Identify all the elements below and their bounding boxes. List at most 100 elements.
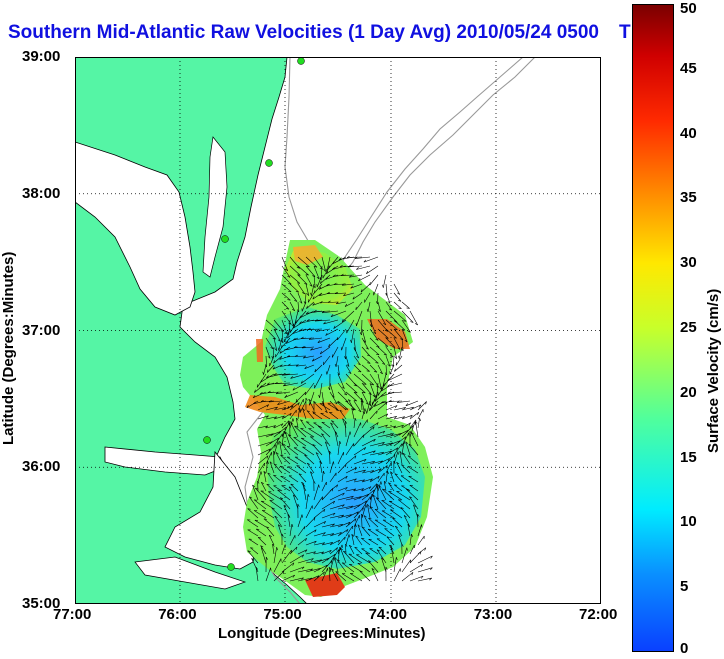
velocity-arrow	[288, 319, 291, 336]
velocity-arrow	[295, 391, 307, 403]
velocity-arrow	[393, 337, 401, 350]
velocity-arrow	[306, 319, 323, 322]
velocity-arrow	[409, 419, 417, 429]
velocity-arrow	[313, 532, 326, 537]
velocity-arrow-head	[352, 296, 355, 300]
velocity-arrow	[323, 355, 331, 365]
velocity-arrow	[369, 346, 380, 356]
velocity-arrow-head	[409, 430, 412, 434]
velocity-arrow	[396, 491, 411, 501]
velocity-arrow-head	[272, 543, 275, 547]
velocity-arrow-head	[306, 319, 310, 322]
velocity-arrow-head	[380, 394, 384, 397]
velocity-arrow	[333, 319, 347, 329]
velocity-arrow-head	[295, 291, 299, 293]
velocity-arrow	[337, 475, 348, 483]
velocity-arrow	[344, 301, 355, 307]
velocity-arrow	[265, 416, 277, 420]
velocity-arrow-head	[403, 407, 406, 410]
velocity-arrow-head	[385, 337, 389, 339]
velocity-arrow	[273, 423, 284, 429]
velocity-arrow	[377, 401, 388, 411]
velocity-arrow	[394, 484, 403, 492]
velocity-arrow-head	[323, 571, 325, 575]
velocity-arrow	[321, 391, 325, 406]
velocity-arrow	[257, 441, 273, 447]
velocity-arrow-head	[344, 420, 348, 424]
velocity-arrow	[297, 514, 303, 528]
velocity-arrow	[281, 292, 291, 301]
velocity-arrow	[305, 559, 322, 564]
velocity-arrow-head	[353, 488, 356, 492]
velocity-arrow-head	[373, 439, 376, 442]
velocity-arrow-head	[344, 536, 346, 540]
velocity-arrow	[381, 510, 395, 519]
velocity-arrow	[275, 452, 283, 465]
velocity-arrow	[306, 410, 315, 420]
velocity-arrow	[290, 483, 299, 492]
velocity-arrow-head	[268, 400, 272, 403]
velocity-arrow	[299, 400, 307, 413]
velocity-arrow-head	[329, 550, 332, 553]
velocity-arrow	[393, 557, 397, 573]
velocity-arrow	[289, 283, 300, 293]
velocity-arrow-head	[407, 524, 410, 527]
velocity-arrow-head	[341, 514, 344, 518]
velocity-arrow	[273, 463, 283, 474]
velocity-arrow	[398, 499, 411, 510]
velocity-arrow-head	[306, 410, 310, 412]
velocity-arrow	[417, 567, 433, 573]
velocity-arrow-head	[375, 483, 378, 487]
velocity-arrow-head	[277, 339, 281, 342]
velocity-arrow	[369, 391, 372, 407]
velocity-arrow	[287, 434, 299, 447]
velocity-arrow-head	[297, 503, 300, 507]
velocity-arrow-head	[265, 425, 268, 429]
velocity-arrow	[383, 481, 387, 492]
velocity-arrow	[289, 535, 296, 546]
velocity-arrow-head	[417, 412, 419, 416]
velocity-arrow	[321, 553, 336, 564]
velocity-arrow	[278, 337, 283, 351]
velocity-arrow-head	[385, 566, 388, 570]
velocity-arrow	[336, 401, 347, 411]
velocity-arrow-head	[313, 309, 317, 312]
velocity-arrow-head	[387, 391, 391, 394]
velocity-arrow	[305, 505, 313, 519]
velocity-arrow	[253, 391, 267, 398]
velocity-arrow	[276, 391, 291, 395]
velocity-arrow-head	[274, 416, 277, 419]
velocity-arrow	[289, 292, 298, 302]
velocity-arrow	[340, 547, 347, 564]
velocity-arrow	[301, 346, 315, 349]
velocity-arrow-head	[359, 332, 362, 336]
velocity-arrow	[256, 528, 267, 537]
velocity-arrow	[353, 337, 356, 351]
velocity-arrow	[361, 470, 374, 474]
velocity-arrow	[281, 574, 295, 582]
velocity-arrow	[273, 474, 283, 483]
velocity-arrow-head	[408, 422, 411, 426]
velocity-arrow	[297, 256, 310, 268]
velocity-arrow-head	[373, 371, 377, 373]
velocity-arrow	[310, 471, 315, 483]
velocity-arrow-head	[314, 369, 316, 373]
velocity-arrow-head	[274, 444, 276, 448]
velocity-arrow	[394, 473, 403, 483]
velocity-arrow-head	[394, 328, 398, 331]
velocity-arrow	[247, 508, 259, 519]
velocity-arrow-head	[385, 465, 388, 469]
velocity-arrow	[372, 494, 379, 510]
velocity-arrow-head	[341, 386, 345, 389]
velocity-arrow	[401, 406, 414, 411]
velocity-arrow	[361, 419, 368, 429]
velocity-arrow	[355, 535, 363, 546]
velocity-arrow-head	[274, 381, 278, 384]
velocity-arrow	[332, 346, 339, 358]
velocity-arrow-head	[349, 431, 351, 435]
velocity-arrow	[394, 364, 403, 372]
velocity-arrow	[357, 524, 363, 537]
velocity-arrow	[299, 310, 315, 319]
velocity-arrow	[284, 431, 291, 447]
velocity-arrow-head	[254, 389, 256, 393]
